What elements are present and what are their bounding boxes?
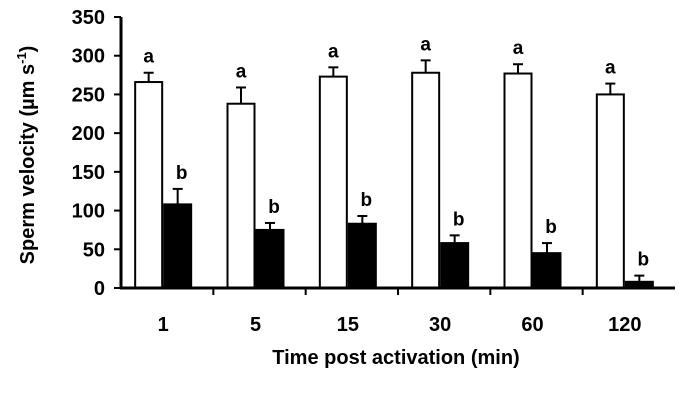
bars-group — [134, 71, 654, 290]
bar-series-1 — [226, 102, 256, 289]
significance-letter: a — [420, 34, 431, 55]
y-tick-label: 350 — [72, 7, 105, 29]
y-axis-title-main: Sperm velocity (µm s — [17, 64, 39, 265]
bar-series-1 — [503, 72, 533, 289]
significance-letter: b — [453, 209, 465, 230]
bar-series-2 — [347, 222, 377, 289]
significance-letter: a — [513, 38, 524, 59]
bar-series-2 — [440, 242, 470, 290]
y-tick-label: 300 — [72, 46, 105, 68]
significance-letter: b — [361, 190, 373, 211]
error-bars-group — [143, 59, 645, 282]
x-ticks-group: 1 5 15 30 60 120 — [158, 288, 642, 336]
y-axis-title-superscript: -1 — [14, 52, 29, 64]
significance-letter: a — [236, 61, 247, 82]
bar-series-1 — [134, 81, 164, 290]
x-tick-label: 60 — [521, 314, 543, 336]
significance-letter: b — [268, 197, 280, 218]
x-tick-label: 120 — [608, 314, 641, 336]
y-tick-label: 200 — [72, 123, 105, 145]
y-tick-label: 0 — [94, 278, 105, 300]
bar-series-2 — [163, 203, 193, 289]
x-tick-label: 15 — [337, 314, 359, 336]
bar-series-2 — [532, 252, 562, 290]
significance-letter: b — [545, 217, 557, 238]
y-tick-label: 150 — [72, 162, 105, 184]
y-ticks-group: 0 50 100 150 200 250 300 350 — [72, 7, 121, 300]
y-tick-label: 250 — [72, 84, 105, 106]
significance-letter: b — [638, 250, 650, 271]
y-axis-title-close: ) — [17, 46, 39, 53]
x-axis-title: Time post activation (min) — [272, 347, 519, 369]
x-tick-label: 5 — [250, 314, 261, 336]
bar-series-2 — [255, 228, 285, 290]
bar-series-1 — [318, 75, 348, 290]
significance-letters-group: a b a b a b a b a b a b — [143, 34, 649, 270]
x-tick-label: 1 — [158, 314, 169, 336]
y-tick-label: 100 — [72, 201, 105, 223]
significance-letter: a — [328, 41, 339, 62]
x-tick-label: 30 — [429, 314, 451, 336]
bar-series-1 — [595, 93, 625, 289]
significance-letter: a — [143, 47, 154, 68]
y-axis-title: Sperm velocity (µm s-1) — [14, 46, 39, 265]
bar-series-1 — [411, 71, 441, 290]
significance-letter: b — [176, 163, 188, 184]
y-tick-label: 50 — [83, 239, 105, 261]
significance-letter: a — [605, 58, 616, 79]
